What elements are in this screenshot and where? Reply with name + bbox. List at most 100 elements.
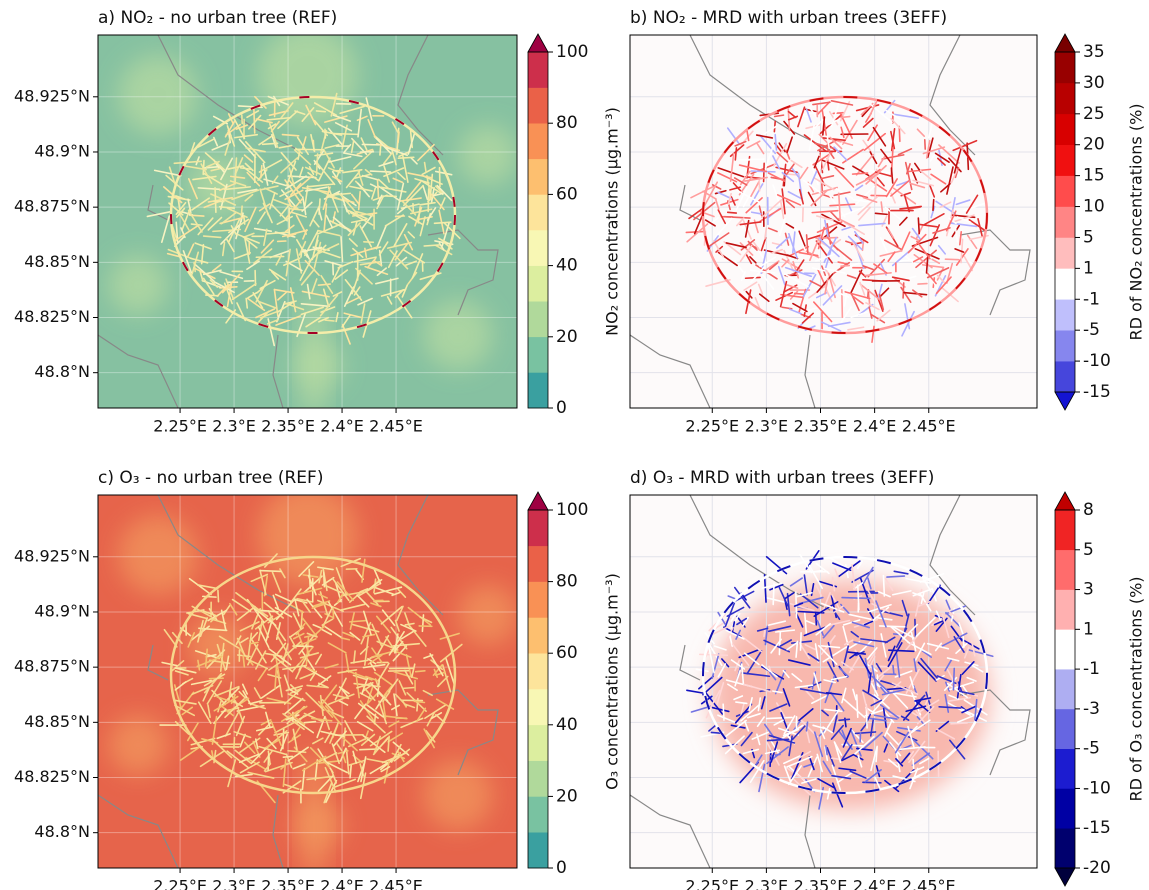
boundary [272, 334, 284, 408]
street [257, 300, 278, 309]
map-frame [97, 494, 518, 869]
street [258, 159, 283, 173]
street [951, 214, 976, 219]
street [365, 703, 385, 718]
street [817, 777, 835, 789]
street [844, 291, 871, 300]
street [758, 293, 770, 303]
street [439, 643, 463, 663]
street [301, 246, 323, 253]
street [177, 198, 181, 211]
street [331, 175, 343, 183]
street [275, 254, 283, 266]
street [876, 176, 885, 187]
street [167, 248, 194, 260]
street [218, 635, 240, 650]
street [347, 222, 361, 237]
street [743, 281, 758, 291]
street [829, 136, 843, 150]
panel-title: d) O₃ - MRD with urban trees (3EFF) [630, 468, 934, 488]
street [277, 291, 288, 301]
street [858, 222, 886, 227]
street [913, 658, 917, 673]
street [730, 609, 739, 622]
street [259, 569, 282, 573]
street [727, 192, 732, 205]
street [315, 760, 342, 765]
street [792, 302, 808, 313]
street [174, 667, 197, 674]
street [317, 208, 323, 221]
street [268, 110, 289, 117]
street [779, 280, 788, 308]
street [354, 671, 361, 699]
street [903, 194, 910, 213]
street [345, 170, 361, 189]
y-axis-label: NO₂ concentrations (µg.m⁻³) [603, 107, 622, 336]
street [907, 233, 927, 254]
street [956, 216, 972, 223]
street [340, 603, 366, 611]
street [742, 748, 760, 755]
colorbar-tick-label: 5 [1083, 227, 1094, 247]
street [324, 705, 342, 726]
street [385, 715, 408, 720]
street [357, 190, 361, 211]
colorbar-segment [528, 796, 548, 833]
street [341, 753, 347, 764]
y-tick-label: 48.8°N [34, 822, 90, 841]
street [279, 733, 288, 752]
street [405, 181, 422, 201]
street [936, 728, 956, 740]
street [295, 175, 313, 191]
street [337, 750, 349, 755]
street [343, 312, 362, 319]
street [856, 747, 873, 751]
street [832, 715, 838, 733]
street [758, 763, 766, 793]
street [153, 169, 182, 177]
street [808, 105, 818, 119]
street [746, 129, 750, 142]
map-area [98, 35, 517, 408]
street [917, 661, 937, 682]
street [916, 240, 931, 260]
street [173, 684, 182, 708]
street [820, 175, 835, 180]
street [267, 673, 282, 679]
street [388, 678, 399, 693]
street [392, 177, 404, 184]
colorbar-segment [528, 617, 548, 654]
street [851, 240, 865, 262]
street [895, 652, 901, 678]
street [293, 598, 308, 604]
colorbar-extend-max [527, 33, 549, 53]
street [756, 627, 769, 632]
street [852, 295, 864, 305]
street [756, 733, 761, 746]
street [282, 755, 294, 758]
street [400, 630, 414, 640]
street [919, 169, 932, 180]
street [698, 675, 714, 690]
street [407, 606, 432, 626]
street [807, 681, 822, 689]
street [793, 602, 804, 607]
street [863, 620, 874, 626]
street [357, 702, 379, 719]
street [230, 693, 236, 705]
street [750, 183, 764, 206]
street [383, 165, 390, 183]
map-panel: 2.25°E 2.3°E 2.35°E 2.4°E 2.45°E b) NO₂ - MRD… [603, 8, 1146, 436]
background-patch [118, 55, 198, 135]
street [330, 768, 338, 784]
street [772, 155, 781, 170]
street [747, 240, 758, 251]
street [332, 114, 352, 122]
street [258, 310, 270, 323]
street [876, 674, 879, 686]
street [326, 193, 339, 198]
street [763, 249, 791, 257]
street [717, 191, 733, 200]
street [791, 723, 808, 741]
